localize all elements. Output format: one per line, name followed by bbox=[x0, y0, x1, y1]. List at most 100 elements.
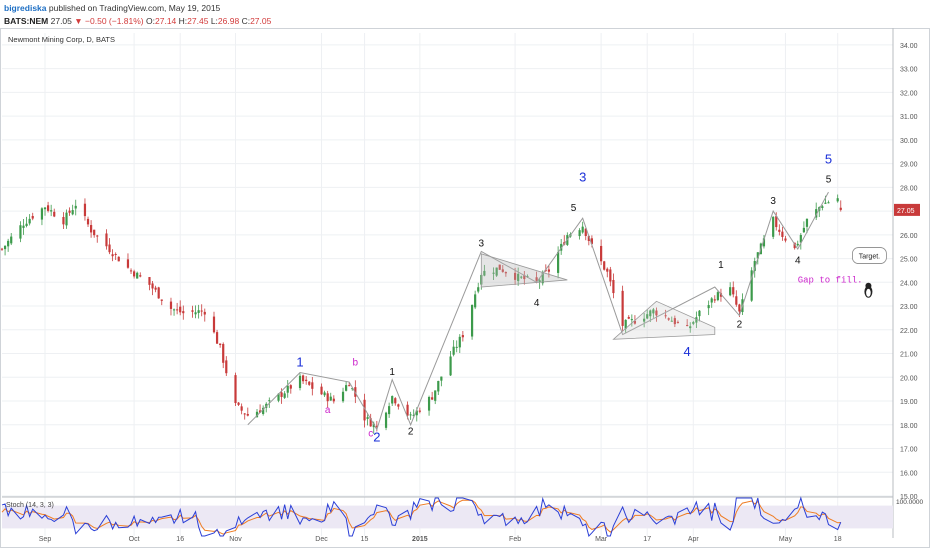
y-tick-label: 26.00 bbox=[900, 233, 918, 240]
candle-body bbox=[212, 316, 216, 333]
candle-body bbox=[805, 218, 809, 227]
y-tick-label: 20.00 bbox=[900, 375, 918, 382]
chart-title: Newmont Mining Corp, D, BATS bbox=[8, 35, 115, 44]
candle-body bbox=[286, 385, 289, 393]
indicator-value: 100.0000 bbox=[896, 499, 923, 506]
candle-body bbox=[225, 360, 228, 374]
candle-body bbox=[133, 271, 136, 277]
y-tick-label: 21.00 bbox=[900, 352, 918, 359]
candle-body bbox=[93, 229, 96, 236]
candle-body bbox=[581, 226, 584, 233]
candle-body bbox=[7, 240, 10, 247]
x-tick-label: May bbox=[779, 536, 793, 543]
candle-body bbox=[108, 244, 111, 253]
triangle-pattern bbox=[480, 253, 568, 288]
gap-annotation: Gap to fill. bbox=[798, 275, 863, 285]
candle-body bbox=[707, 305, 710, 309]
wave-label: 3 bbox=[579, 169, 586, 184]
candle-body bbox=[126, 259, 130, 268]
candle-body bbox=[557, 252, 560, 273]
author-link[interactable]: bigrediska bbox=[4, 3, 47, 13]
candle-body bbox=[200, 310, 203, 312]
last-price-badge bbox=[894, 203, 920, 216]
wave-label: 5 bbox=[826, 175, 832, 186]
candle-body bbox=[713, 299, 716, 301]
candle-body bbox=[520, 276, 523, 278]
candle-body bbox=[738, 304, 741, 312]
candle-body bbox=[609, 269, 612, 282]
wave-label: 5 bbox=[825, 152, 832, 167]
x-tick-label: 18 bbox=[834, 536, 842, 543]
last-price-label: 27.05 bbox=[897, 208, 915, 215]
candle-body bbox=[452, 346, 455, 355]
x-tick-label: 16 bbox=[176, 536, 184, 543]
candle-body bbox=[283, 393, 286, 398]
stoch-band bbox=[2, 505, 893, 529]
open-value: 27.14 bbox=[155, 16, 177, 26]
candle-body bbox=[341, 391, 345, 402]
candle-body bbox=[129, 270, 133, 272]
candle-body bbox=[729, 287, 732, 296]
target-callout bbox=[852, 247, 887, 264]
candle-body bbox=[664, 315, 667, 317]
candle-body bbox=[53, 211, 56, 217]
candle-body bbox=[28, 218, 31, 224]
candle-body bbox=[311, 382, 314, 389]
last-price: 27.05 bbox=[50, 16, 72, 26]
candle-body bbox=[289, 385, 292, 389]
candle-body bbox=[372, 423, 375, 428]
candle-body bbox=[394, 398, 397, 404]
candle-body bbox=[43, 207, 47, 210]
wave-label: 2 bbox=[408, 426, 414, 437]
chart-frame bbox=[0, 28, 930, 548]
candle-body bbox=[440, 376, 443, 381]
candle-body bbox=[280, 392, 283, 397]
candle-body bbox=[458, 336, 461, 348]
candle-body bbox=[612, 279, 615, 294]
x-tick-label: 17 bbox=[643, 536, 651, 543]
candle-body bbox=[62, 216, 65, 225]
candle-body bbox=[305, 379, 308, 382]
candle-body bbox=[240, 406, 243, 411]
stoch-k-line bbox=[1, 496, 842, 537]
candle-body bbox=[735, 296, 738, 305]
candle-body bbox=[802, 227, 805, 233]
high-label: H: bbox=[178, 16, 188, 26]
candle-body bbox=[449, 356, 452, 376]
y-tick-label: 18.00 bbox=[900, 423, 918, 430]
candle-body bbox=[455, 346, 458, 348]
candle-body bbox=[83, 203, 87, 217]
candle-body bbox=[673, 318, 676, 325]
candle-body bbox=[437, 380, 440, 392]
candle-body bbox=[375, 425, 378, 427]
candle-body bbox=[182, 311, 185, 314]
candle-body bbox=[268, 400, 271, 402]
candle-body bbox=[587, 235, 590, 241]
candle-body bbox=[22, 225, 25, 228]
candle-body bbox=[470, 304, 474, 337]
candle-body bbox=[434, 390, 437, 401]
wave-label: c bbox=[368, 429, 373, 440]
wave-label: 4 bbox=[684, 344, 691, 359]
candle-body bbox=[363, 399, 366, 421]
indicator-name: Stoch (14, 3, 3) bbox=[6, 502, 54, 509]
candle-body bbox=[31, 215, 34, 219]
candle-body bbox=[151, 283, 154, 289]
candle-body bbox=[655, 310, 658, 316]
candle-body bbox=[799, 235, 802, 243]
candle-body bbox=[716, 292, 719, 301]
candle-body bbox=[750, 270, 753, 301]
candle-body bbox=[326, 393, 329, 402]
candle-body bbox=[246, 413, 249, 416]
candle-body bbox=[719, 293, 723, 297]
publish-info: published on TradingView.com, May 19, 20… bbox=[48, 3, 221, 13]
wave-label: 3 bbox=[770, 196, 776, 207]
y-tick-label: 29.00 bbox=[900, 162, 918, 169]
candle-body bbox=[277, 393, 280, 401]
x-tick-label: 15 bbox=[361, 536, 369, 543]
candle-body bbox=[772, 216, 775, 237]
y-tick-label: 22.00 bbox=[900, 328, 918, 335]
candle-body bbox=[96, 235, 99, 237]
candle-body bbox=[649, 310, 652, 317]
